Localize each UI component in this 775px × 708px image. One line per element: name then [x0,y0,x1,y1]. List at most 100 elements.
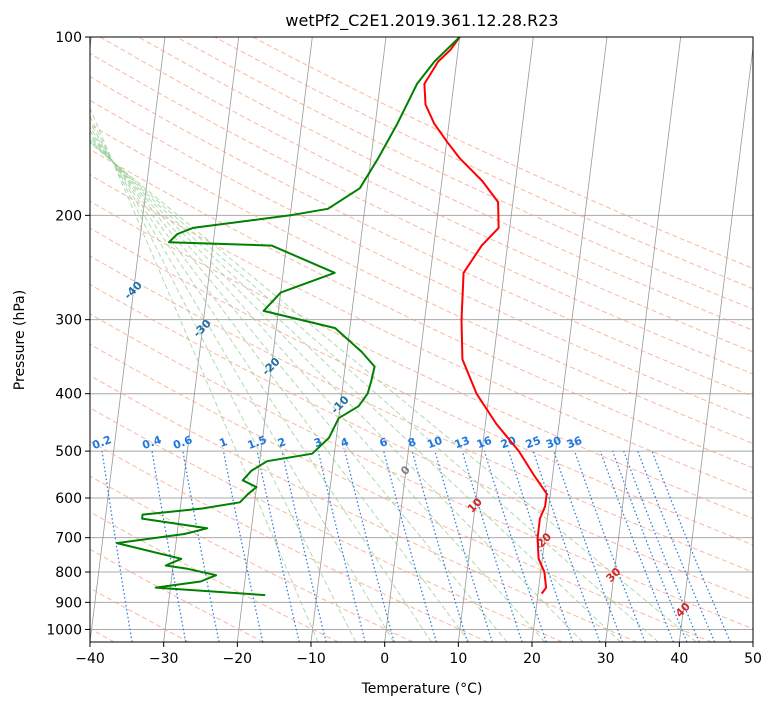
dry-adiabat [90,407,563,642]
mixing-ratio-line [317,450,366,642]
mixing-ratio-line [256,450,300,642]
mixing-ratio-line [434,450,493,642]
mixing-ratio-line [101,451,133,642]
dry-adiabat [90,548,264,642]
isotherm-line [163,37,240,642]
moist-adiabat [90,140,659,642]
profile-lines [116,37,548,597]
mixing-ratio-label: 13 [453,434,472,451]
x-tick-label: 0 [380,651,389,667]
x-tick-label: 50 [744,651,762,667]
mixing-ratio-label: 8 [406,435,418,450]
y-tick-label: 900 [55,595,82,611]
x-tick-label: 20 [523,651,541,667]
mixing-ratio-line [574,450,646,642]
dry-adiabat [90,374,638,642]
mixing-ratio-label: 4 [339,435,351,450]
dry-adiabat [90,475,414,642]
y-tick-label: 600 [55,491,82,507]
y-tick-label: 300 [55,313,82,329]
y-tick-label: 800 [55,565,82,581]
x-tick-label: 10 [449,651,467,667]
isotherm-line [236,37,313,642]
mixing-ratio-label: 30 [544,434,563,452]
mixing-ratio-line [222,450,264,642]
mixing-ratio-line [182,450,220,642]
mixing-ratio-line [532,450,601,642]
mixing-ratio-line [344,450,395,642]
mixing-ratio-label: 0.6 [171,433,194,452]
mixing-ratio-label: 10 [425,434,444,452]
dewpoint-profile [116,37,461,597]
x-tick-label: −10 [296,651,326,667]
y-axis: 100 200 300 400 500 600 700 800 900 1000 [46,30,90,638]
mixing-ratio-line [461,450,523,642]
isotherm-line [678,44,753,642]
mixing-ratio-line [483,450,547,642]
mixing-ratio-label: 2 [276,435,288,450]
mixing-ratio-label: 25 [524,434,543,451]
dry-adiabat [90,174,753,494]
mixing-ratio-line [383,450,437,642]
y-tick-label: 100 [55,30,82,46]
plot-frame [89,36,754,643]
isotherm-line [90,37,166,642]
moist-adiabat [90,126,432,642]
isotherm-line [605,37,682,642]
isotherm-line [384,37,461,642]
x-tick-label: 30 [597,651,615,667]
mixing-ratio-label: 6 [378,435,390,450]
mixing-ratio-label: 0.4 [140,433,163,452]
moist-adiabat [90,107,319,642]
dry-adiabat [90,148,753,469]
mixing-ratio-label: 0.2 [90,433,113,452]
dry-adiabat [90,587,190,642]
mixing-ratio-line [651,450,731,642]
mixing-ratio-label: 1 [217,435,229,450]
mixing-ratio-label: 3 [312,435,324,450]
mixing-ratio-line [623,450,700,642]
y-tick-label: 400 [55,387,82,403]
moist-adiabat [90,121,395,642]
x-axis: −40 −30 −20 −10 0 10 20 30 40 50 [75,642,762,667]
dry-adiabat [90,99,753,421]
mixing-ratio-label: 16 [475,434,494,452]
y-tick-label: 1000 [46,622,82,638]
isotherm-line [457,37,534,642]
y-axis-label: Pressure (hPa) [12,290,28,390]
moist-adiabat [90,115,357,642]
y-tick-label: 200 [55,208,82,224]
mixing-ratio-line [553,450,623,642]
mixing-ratio-label: 36 [565,434,584,452]
moist-adiabat [90,133,508,642]
dry-adiabat [90,227,753,546]
mixing-ratio-label: 20 [499,434,518,452]
dry-adiabat [214,37,753,290]
moist-adiabat [90,139,621,642]
mixing-ratio-line [508,450,574,642]
x-tick-label: −20 [223,651,253,667]
chart-title: wetPf2_C2E1.2019.361.12.28.R23 [285,11,558,31]
moist-adiabat [90,135,546,642]
moist-adiabat [90,137,584,642]
x-tick-label: 40 [670,651,688,667]
dry-adiabat [90,313,753,630]
y-tick-label: 500 [55,444,82,460]
temperature-profile [423,37,548,595]
mixing-ratio-line [612,450,688,642]
dry-adiabat [90,124,753,445]
moist-adiabat [90,142,697,642]
dry-adiabat [90,440,488,642]
mixing-ratio-label: 1.5 [246,433,269,452]
x-axis-label: Temperature (°C) [361,681,483,697]
y-tick-label: 700 [55,531,82,547]
mixing-ratio-line [281,450,327,642]
mixing-ratio-line [411,450,469,642]
x-tick-label: −40 [75,651,105,667]
dry-adiabat [176,37,753,310]
mixing-ratio-line [637,450,716,642]
mixing-ratio-line [599,450,674,642]
x-tick-label: −30 [149,651,179,667]
